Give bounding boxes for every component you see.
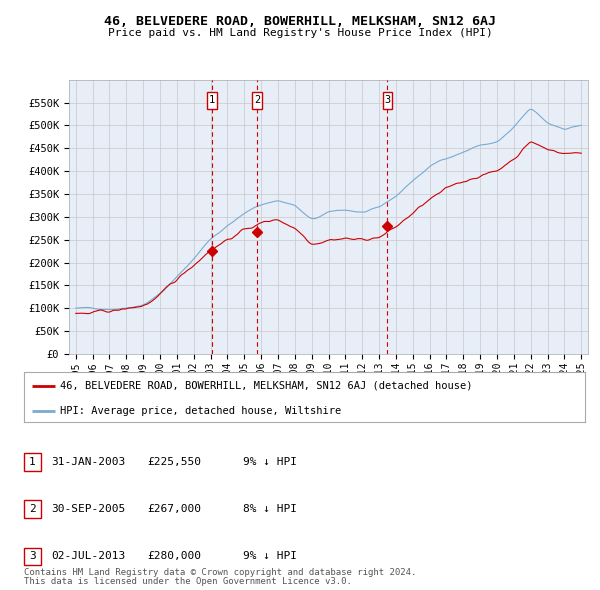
Text: 2: 2	[254, 95, 260, 105]
Text: 2: 2	[29, 504, 36, 514]
Text: 02-JUL-2013: 02-JUL-2013	[51, 552, 125, 561]
Text: 46, BELVEDERE ROAD, BOWERHILL, MELKSHAM, SN12 6AJ: 46, BELVEDERE ROAD, BOWERHILL, MELKSHAM,…	[104, 15, 496, 28]
Text: 46, BELVEDERE ROAD, BOWERHILL, MELKSHAM, SN12 6AJ (detached house): 46, BELVEDERE ROAD, BOWERHILL, MELKSHAM,…	[61, 381, 473, 391]
Text: 3: 3	[29, 552, 36, 561]
Text: £267,000: £267,000	[147, 504, 201, 514]
Text: 1: 1	[209, 95, 215, 105]
Text: 8% ↓ HPI: 8% ↓ HPI	[243, 504, 297, 514]
Bar	[252, 91, 262, 109]
Text: 3: 3	[385, 95, 391, 105]
Text: £225,550: £225,550	[147, 457, 201, 467]
Text: 30-SEP-2005: 30-SEP-2005	[51, 504, 125, 514]
Text: 9% ↓ HPI: 9% ↓ HPI	[243, 552, 297, 561]
Bar	[207, 91, 217, 109]
Text: This data is licensed under the Open Government Licence v3.0.: This data is licensed under the Open Gov…	[24, 577, 352, 586]
Text: 31-JAN-2003: 31-JAN-2003	[51, 457, 125, 467]
Text: 9% ↓ HPI: 9% ↓ HPI	[243, 457, 297, 467]
Text: 1: 1	[29, 457, 36, 467]
Bar	[383, 91, 392, 109]
Text: HPI: Average price, detached house, Wiltshire: HPI: Average price, detached house, Wilt…	[61, 406, 342, 416]
Text: Contains HM Land Registry data © Crown copyright and database right 2024.: Contains HM Land Registry data © Crown c…	[24, 568, 416, 577]
Text: Price paid vs. HM Land Registry's House Price Index (HPI): Price paid vs. HM Land Registry's House …	[107, 28, 493, 38]
Text: £280,000: £280,000	[147, 552, 201, 561]
